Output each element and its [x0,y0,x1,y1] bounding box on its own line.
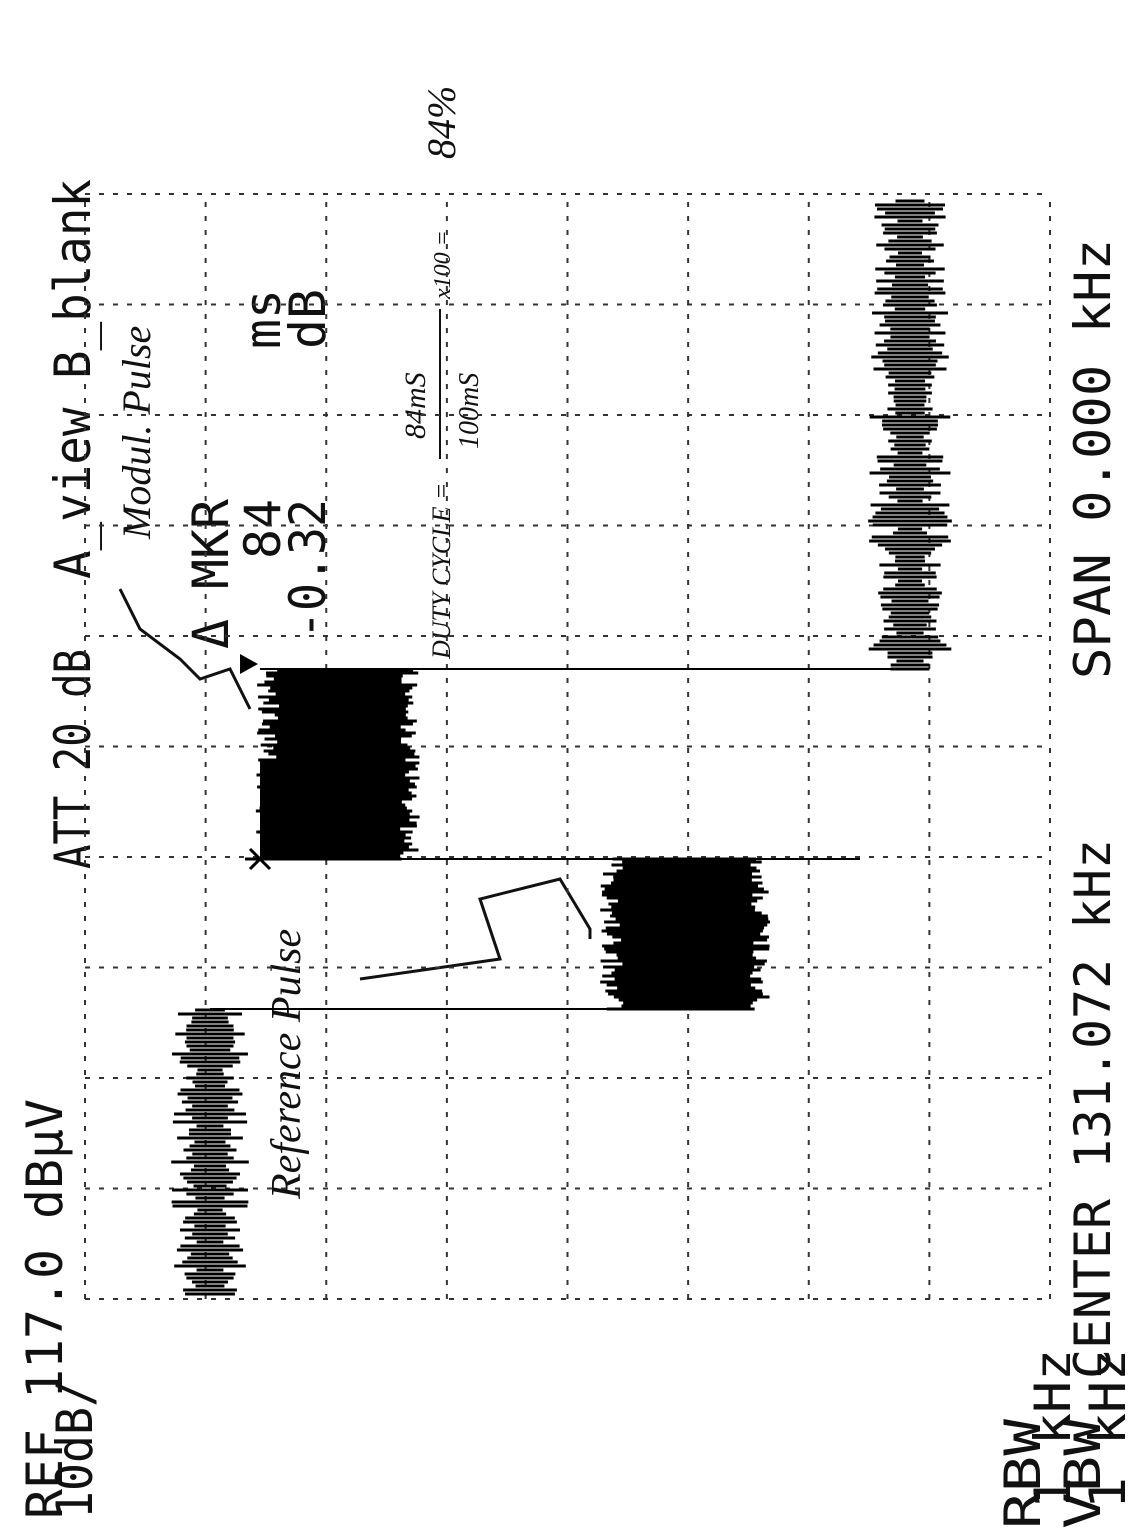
vbw-label: VBW [1054,1418,1112,1529]
ref-level: REF 117.0 dBµV [16,1099,74,1519]
marker-label: Δ MKR [182,498,240,649]
marker-level-unit: dB [279,289,337,349]
span: SPAN 0.000 kHz [1064,239,1122,679]
duty-denominator: 100mS [454,373,485,449]
duty-result: 84% [419,86,464,159]
marker-delta [240,654,258,674]
duty-factor: x100 = [430,230,456,300]
marker-time-unit: ms [234,289,292,349]
trace-pulse [600,857,770,1011]
rbw-label: RBW [994,1418,1052,1529]
center-frequency: CENTER 131.072 kHz [1064,839,1122,1379]
marker-level: -0.32 [279,499,337,639]
marker-time: 84 [234,499,292,559]
duty-numerator: 84mS [399,372,432,439]
trace [171,199,952,1296]
pulse-fill [260,759,360,859]
duty-label: DUTY CYCLE = [427,482,456,660]
view-mode: A_view B_blank [44,179,102,579]
printout: REF 117.0 dBµV 10dB/ ATT 20 dB A_view B_… [16,86,1137,1529]
modulated-pulse-note: Modul. Pulse [114,326,159,540]
vbw-value: 1 kHz [1079,1349,1137,1509]
attenuation: ATT 20 dB [44,649,102,869]
marker-star [245,847,275,871]
trace-noise [171,1008,249,1296]
reference-pulse-note: Reference Pulse [264,929,310,1200]
trace-noise [868,199,952,671]
annotation-arrow [118,588,252,710]
annotation-arrow [359,877,592,981]
rbw-value: 1 kHz [1024,1349,1082,1509]
scale: 10dB/ [46,1379,104,1519]
